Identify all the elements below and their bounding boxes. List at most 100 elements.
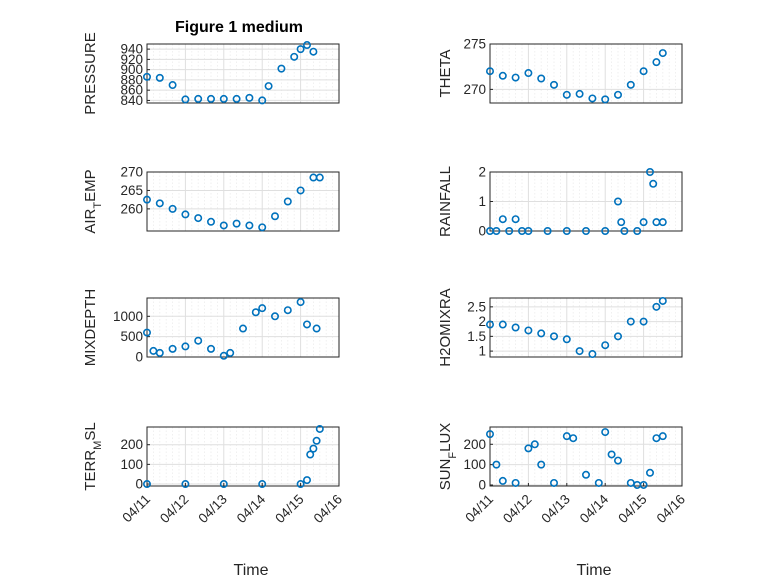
x-tick-label: 04/13 [195,492,230,527]
y-axis-label: PRESSURE [82,32,99,115]
y-tick-label: 940 [120,42,143,57]
subplot-sun-flux: 0 100 200 04/11 04/12 04/13 04/14 04/15 04/16 SUN… [437,423,688,579]
data-point [639,317,648,326]
data-point [239,324,248,333]
x-tick-label: 04/12 [157,492,192,527]
data-point [575,89,584,98]
y-tick-label: 1 [478,194,486,209]
data-point [620,227,629,236]
data-point [581,227,590,236]
y-tick-label: 1 [478,344,486,359]
x-tick-label: 04/16 [311,492,346,527]
y-tick-label: 500 [120,329,143,344]
data-point [652,302,661,311]
data-point [649,179,658,188]
data-point [302,476,311,485]
data-point [524,227,533,236]
data-point [530,440,539,449]
data-point [511,323,520,332]
data-point [549,80,558,89]
data-point [524,69,533,78]
data-point [607,450,616,459]
axes-border [489,426,683,487]
data-point [498,215,507,224]
data-point [601,428,610,437]
data-point [511,478,520,487]
data-point [168,81,177,90]
data-point [258,96,267,105]
subplot-mixdepth: 0 500 1000 MIXDEPTH [82,289,340,367]
data-point [219,94,228,103]
data-point [617,218,626,227]
data-point [613,197,622,206]
data-point [658,49,667,58]
data-point [296,298,305,307]
data-point [270,212,279,221]
data-point [511,215,520,224]
data-point [485,67,494,76]
y-axis-label: H2OMIXRA [437,288,454,366]
x-tick-label: 04/11 [462,492,496,526]
data-point [601,227,610,236]
data-point [601,341,610,350]
data-point [277,64,286,73]
y-tick-label: 2.5 [467,299,486,314]
y-tick-label: 260 [120,201,143,216]
data-point [302,41,311,50]
x-tick-label: 04/13 [538,492,573,527]
y-tick-label: 2 [478,314,486,329]
x-axis-label: Time [234,562,269,579]
axes-border [489,43,683,104]
subplot-terr-msl: 0 100 200 04/11 04/12 04/13 04/14 04/15 04/16 TER… [82,422,345,579]
data-point [226,348,235,357]
data-point [207,217,216,226]
data-point [315,173,324,182]
data-point [658,296,667,305]
data-point [511,73,520,82]
data-point [581,470,590,479]
data-point [270,312,279,321]
data-point [219,351,228,360]
y-tick-label: 0 [135,350,143,365]
data-point [181,210,190,219]
data-point [168,204,177,213]
data-point [181,95,190,104]
x-tick-label: 04/15 [272,492,307,527]
data-point [639,480,648,489]
y-tick-label: 200 [463,437,486,452]
data-point [194,94,203,103]
data-point [306,450,315,459]
y-tick-label: 100 [463,457,486,472]
data-point [524,444,533,453]
data-point [537,74,546,83]
y-axis-label: AIRTEMP [82,169,104,233]
data-point [143,72,152,81]
x-tick-label: 04/12 [500,492,535,527]
data-point [194,214,203,223]
data-point [207,94,216,103]
data-point [219,480,228,489]
y-tick-label: 270 [463,82,486,97]
data-point [562,90,571,99]
chart-title: Figure 1 medium [175,19,303,36]
data-point [264,82,273,91]
data-point [302,320,311,329]
data-point [296,45,305,54]
data-point [181,342,190,351]
data-point [207,344,216,353]
x-axis-label: Time [577,562,612,579]
data-point [639,67,648,76]
data-point [658,218,667,227]
data-point [588,94,597,103]
y-axis-label: MIXDEPTH [82,289,99,367]
data-point [155,73,164,82]
y-tick-label: 0 [478,224,486,239]
data-point [251,308,260,317]
y-axis-label: THETA [437,49,454,97]
data-point [312,324,321,333]
data-point [245,93,254,102]
data-point [492,460,501,469]
data-point [258,304,267,313]
y-tick-label: 270 [120,165,143,180]
